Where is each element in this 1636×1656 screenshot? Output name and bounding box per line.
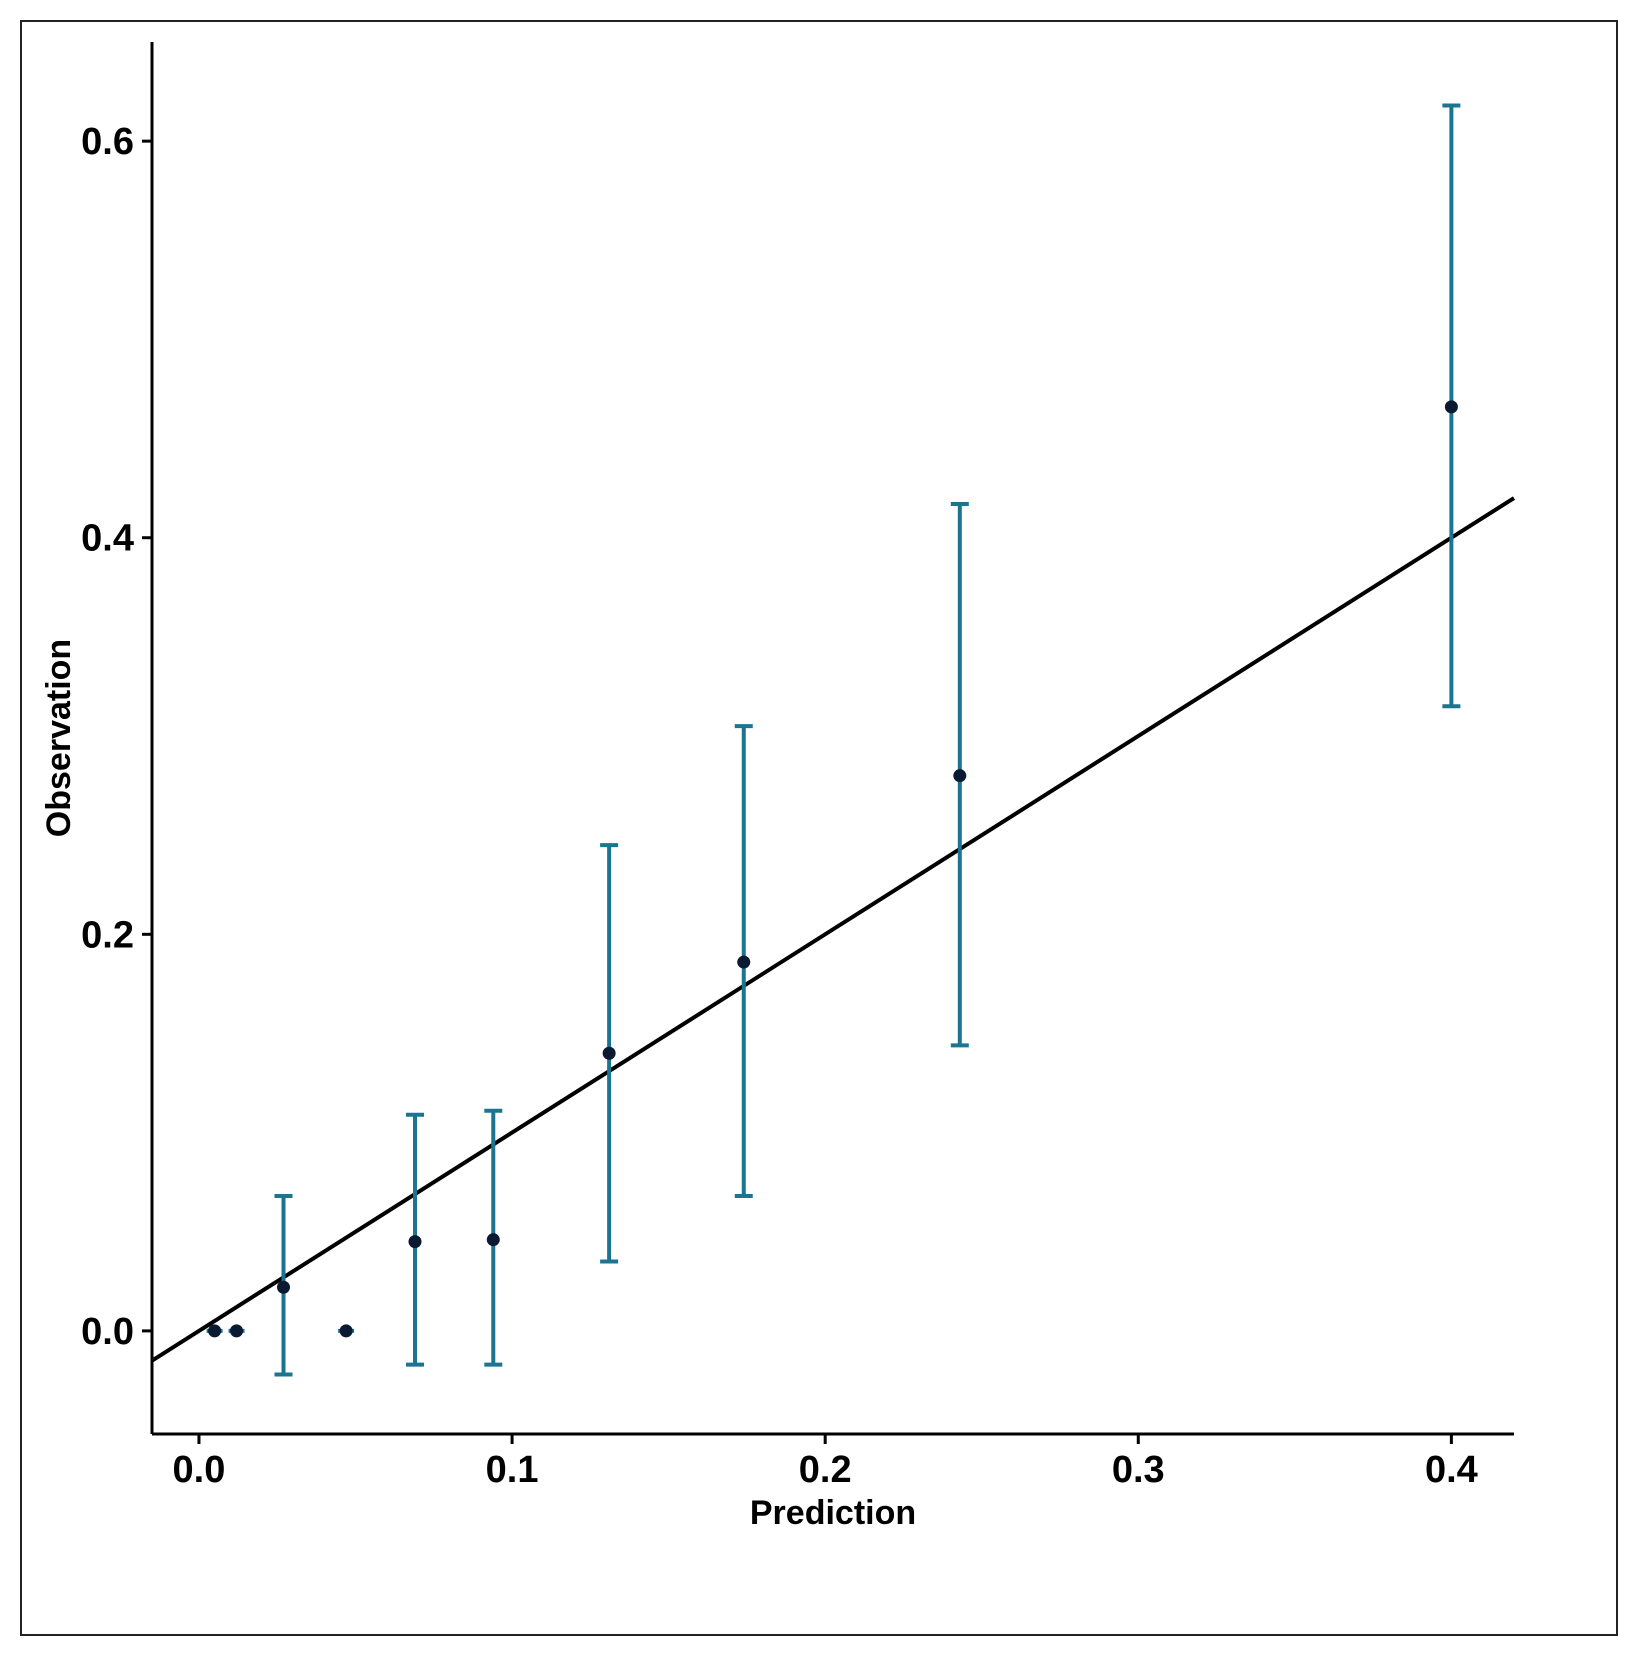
data-point (1444, 400, 1458, 414)
data-point (737, 955, 751, 969)
y-axis-title: Observation (40, 639, 78, 837)
data-point (277, 1280, 291, 1294)
x-tick-label: 0.3 (1112, 1449, 1165, 1491)
data-point (208, 1324, 222, 1338)
y-tick-label: 0.0 (81, 1311, 134, 1353)
data-point (339, 1324, 353, 1338)
x-tick-label: 0.4 (1425, 1449, 1478, 1491)
reference-line (150, 496, 1516, 1363)
y-tick-label: 0.4 (81, 518, 134, 560)
figure-frame: 0.0 0.1 0.2 0.3 0.4 0.0 0.2 0.4 0.6 Prediction … (20, 20, 1618, 1636)
x-tick-label: 0.0 (173, 1449, 226, 1491)
y-tick-label: 0.2 (81, 914, 134, 956)
data-point (602, 1046, 616, 1060)
x-axis-title: Prediction (750, 1494, 916, 1532)
data-point (408, 1235, 422, 1249)
y-tick-label: 0.6 (81, 121, 134, 163)
data-point (953, 769, 967, 783)
x-tick-label: 0.1 (486, 1449, 539, 1491)
calibration-plot: 0.0 0.1 0.2 0.3 0.4 0.00.20.40.6 Prediction … (40, 42, 1516, 1532)
data-point (230, 1324, 244, 1338)
x-tick-label: 0.2 (799, 1449, 852, 1491)
data-point (486, 1233, 500, 1247)
